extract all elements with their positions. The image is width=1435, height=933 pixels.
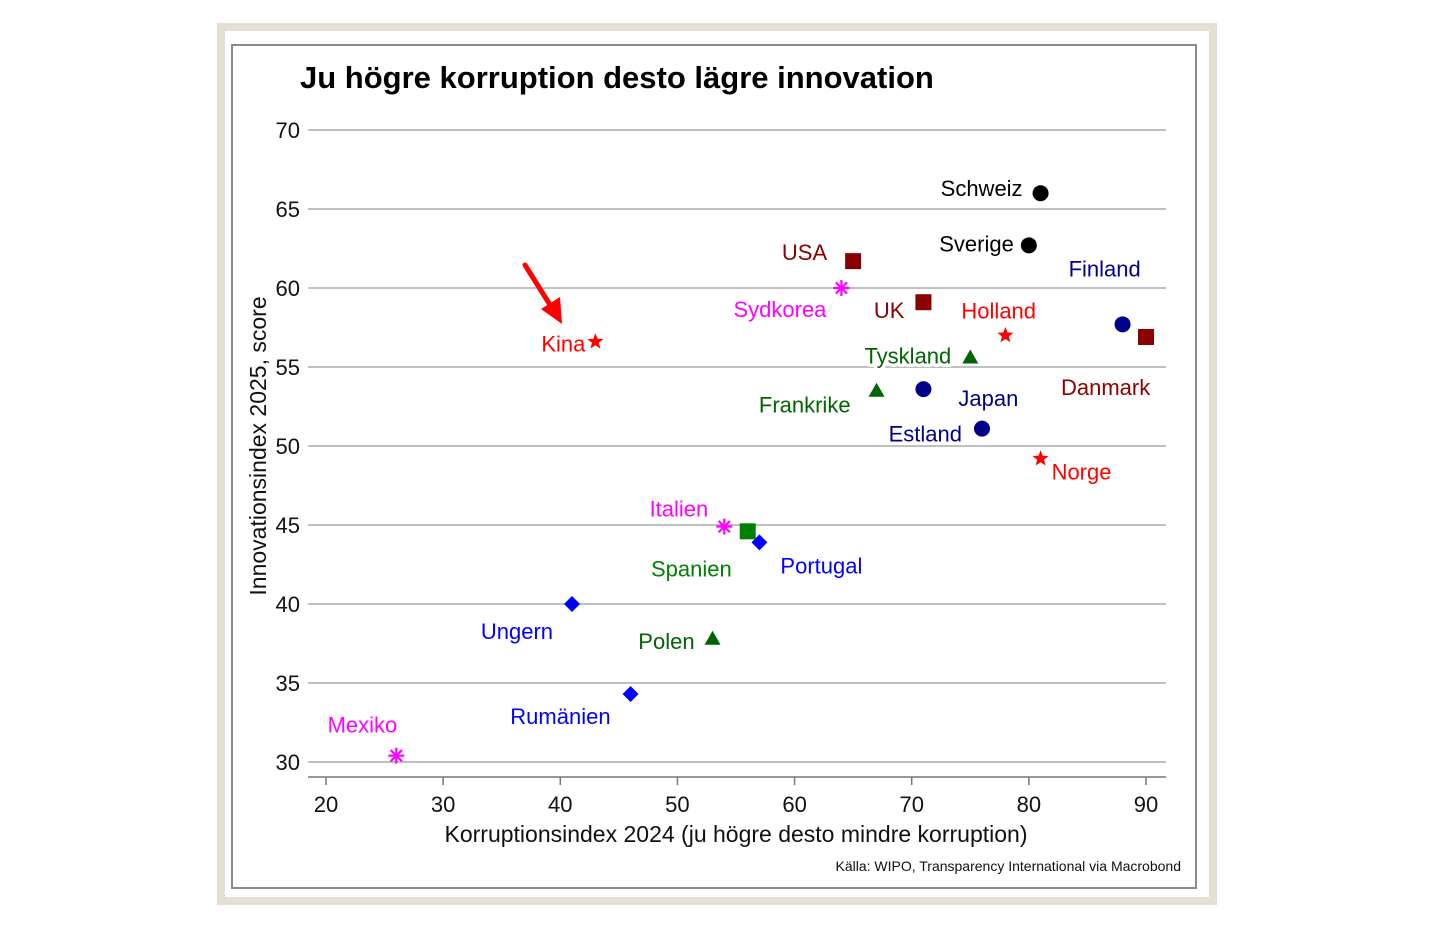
point-tyskland	[962, 349, 979, 364]
label-norge: Norge	[1052, 460, 1112, 485]
point-sverige	[1020, 237, 1037, 254]
label-estland: Estland	[889, 422, 962, 447]
point-rumänien	[622, 686, 639, 703]
point-estland	[974, 420, 990, 437]
x-tick-label: 60	[782, 792, 806, 817]
x-tick-label: 80	[1017, 792, 1041, 817]
x-tick-label: 70	[899, 792, 923, 817]
x-tick-label: 20	[314, 792, 338, 817]
y-tick-label: 70	[276, 118, 300, 143]
point-portugal	[751, 534, 768, 551]
label-sverige: Sverige	[939, 231, 1014, 256]
y-tick-label: 35	[276, 671, 300, 696]
point-mexiko	[388, 747, 405, 764]
y-tick-label: 55	[276, 355, 300, 380]
y-tick-label: 30	[276, 750, 300, 775]
x-tick-label: 40	[548, 792, 572, 817]
point-uk	[915, 294, 932, 311]
y-axis-label: Innovationsindex 2025, score	[245, 296, 271, 595]
label-sydkorea: Sydkorea	[733, 297, 827, 322]
point-sydkorea	[833, 280, 850, 296]
chart-title: Ju högre korruption desto lägre innovati…	[300, 60, 934, 95]
inner-frame	[231, 44, 1197, 889]
arrow-annotation	[522, 262, 562, 324]
label-italien: Italien	[650, 497, 709, 522]
point-italien	[716, 518, 733, 535]
y-tick-label: 50	[276, 434, 300, 459]
label-finland: Finland	[1069, 256, 1141, 281]
point-ungern	[564, 596, 580, 612]
point-finland	[1114, 316, 1131, 333]
source-note: Källa: WIPO, Transparency International …	[835, 858, 1181, 874]
x-axis-label: Korruptionsindex 2024 (ju högre desto mi…	[445, 821, 1028, 847]
point-holland	[997, 326, 1014, 343]
point-usa	[845, 253, 862, 270]
label-tyskland: Tyskland	[864, 344, 951, 369]
label-polen: Polen	[638, 629, 694, 654]
label-portugal: Portugal	[780, 553, 862, 578]
label-kina: Kina	[541, 332, 586, 357]
label-rumänien: Rumänien	[510, 704, 610, 729]
y-tick-label: 65	[276, 197, 300, 222]
label-danmark: Danmark	[1061, 375, 1151, 400]
x-tick-label: 30	[431, 792, 455, 817]
label-spanien: Spanien	[651, 556, 732, 581]
x-tick-label: 50	[665, 792, 689, 817]
label-schweiz: Schweiz	[941, 176, 1023, 201]
x-tick-label: 90	[1134, 792, 1158, 817]
point-danmark	[1138, 328, 1154, 345]
point-kina	[587, 333, 604, 349]
point-japan	[915, 381, 932, 398]
y-tick-label: 40	[276, 592, 300, 617]
y-tick-label: 45	[276, 513, 300, 538]
label-holland: Holland	[961, 298, 1036, 323]
label-usa: USA	[782, 240, 828, 265]
point-norge	[1032, 450, 1049, 466]
label-frankrike: Frankrike	[759, 393, 851, 418]
point-schweiz	[1032, 185, 1049, 202]
point-spanien	[739, 523, 756, 540]
point-polen	[704, 630, 721, 645]
label-japan: Japan	[958, 386, 1018, 411]
label-ungern: Ungern	[481, 619, 553, 644]
label-mexiko: Mexiko	[328, 713, 398, 738]
label-uk: UK	[874, 298, 905, 323]
y-tick-label: 60	[276, 276, 300, 301]
point-frankrike	[868, 382, 885, 397]
